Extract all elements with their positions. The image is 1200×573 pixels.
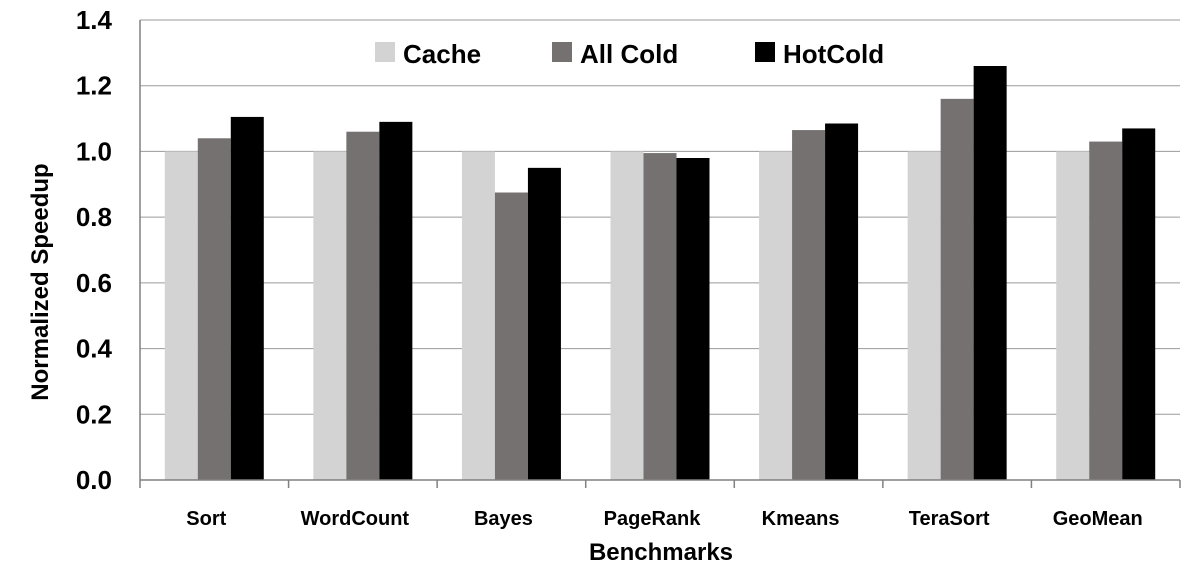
y-tick-label: 0.8 [76,202,112,232]
bar-all-cold-bayes [494,192,528,480]
bar-cache-pagerank [610,151,644,480]
legend-swatch-cache [375,42,395,62]
bar-cache-wordcount [313,151,347,480]
bar-cache-geomean [1056,151,1090,480]
bar-hotcold-wordcount [379,121,413,480]
axes [139,20,1181,488]
x-tick-label: TeraSort [909,508,990,530]
bar-cache-bayes [461,151,495,480]
y-tick-labels: 0.0 0.2 0.4 0.6 0.8 1.0 1.2 1.4 [76,5,113,495]
y-axis-title: Normalized Speedup [27,163,54,400]
bar-hotcold-kmeans [825,123,859,480]
legend-swatch-hotcold [755,42,775,62]
y-tick-label: 0.4 [76,334,113,364]
bar-cache-sort [164,151,198,480]
y-tick-label: 0.2 [76,399,112,429]
bar-all-cold-pagerank [643,153,677,481]
legend-label: All Cold [580,39,678,69]
bar-all-cold-kmeans [792,130,826,481]
x-tick-labels: Sort WordCount Bayes PageRank Kmeans TeraSort… [186,508,1142,530]
x-tick-label: GeoMean [1053,508,1143,530]
legend-label: Cache [403,39,481,69]
y-tick-label: 1.4 [76,5,113,35]
x-tick-label: PageRank [604,508,702,530]
x-tick-label: Kmeans [762,508,840,530]
bar-cache-terasort [907,151,941,480]
legend-swatch-all-cold [552,42,572,62]
bar-hotcold-terasort [973,66,1007,480]
y-tick-label: 0.0 [76,465,112,495]
y-tick-label: 1.2 [76,71,112,101]
x-tick-label: Bayes [474,508,533,530]
bar-hotcold-geomean [1122,128,1156,480]
bar-hotcold-pagerank [676,158,710,480]
bar-all-cold-wordcount [346,131,380,480]
bar-all-cold-terasort [940,98,974,480]
bars [164,66,1156,481]
bar-all-cold-sort [197,138,231,481]
legend-label: HotCold [783,39,884,69]
bar-cache-kmeans [759,151,793,480]
x-tick-label: WordCount [301,508,410,530]
y-tick-label: 0.6 [76,268,112,298]
bar-hotcold-bayes [527,167,561,480]
bar-all-cold-geomean [1089,141,1123,481]
x-axis-title: Benchmarks [589,539,733,566]
legend: Cache All Cold HotCold [375,39,884,69]
bar-hotcold-sort [230,116,264,480]
x-tick-label: Sort [186,508,226,530]
y-tick-label: 1.0 [76,136,112,166]
